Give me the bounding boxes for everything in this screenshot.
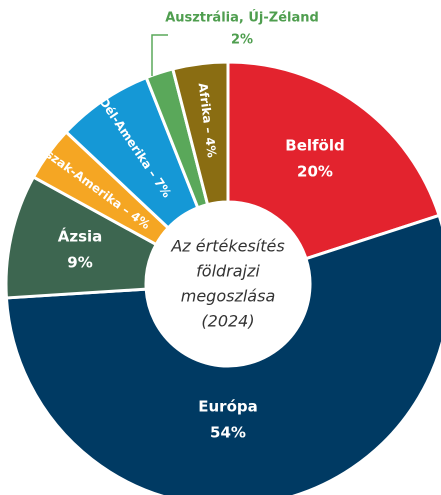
center-label: (2024) <box>201 312 254 331</box>
slice-label: Belföld <box>285 137 344 155</box>
value-label: 54% <box>210 424 246 442</box>
leader-line <box>151 34 168 76</box>
slice-label: Európa <box>198 398 258 416</box>
value-label: – 4% <box>202 126 220 158</box>
slice-label: Ázsia <box>58 227 103 246</box>
value-label: 20% <box>297 163 333 181</box>
slice-label: Ausztrália, Új-Zéland <box>165 10 319 26</box>
slice-label: Afrika – 4% <box>196 82 219 158</box>
center-label: földrajzi <box>196 262 260 281</box>
value-label: 2% <box>231 33 253 48</box>
center-label: megoszlása <box>181 287 276 306</box>
category-label: Afrika <box>196 82 215 124</box>
center-hole <box>146 202 310 366</box>
center-label: Az értékesítés <box>170 237 284 256</box>
value-label: 9% <box>67 254 92 272</box>
